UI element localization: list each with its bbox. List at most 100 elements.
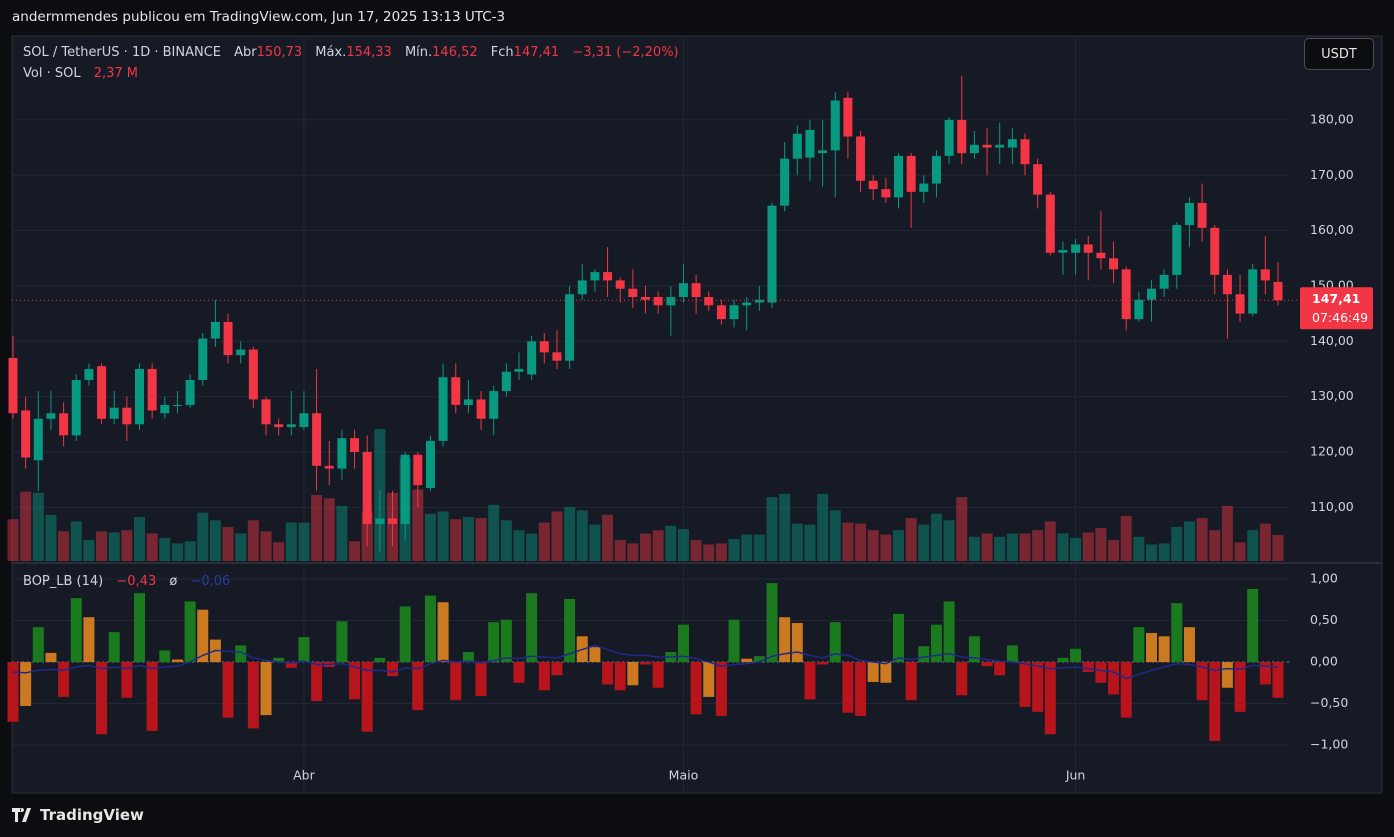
bop-bar — [918, 646, 930, 663]
candle — [400, 451, 410, 541]
candle-body — [944, 119, 954, 156]
bop-bar — [930, 624, 942, 663]
candle — [337, 429, 347, 480]
bop-bar — [690, 662, 702, 715]
candle — [527, 335, 537, 381]
candle — [223, 313, 233, 364]
volume-bar — [83, 540, 95, 561]
open-label: Abr — [234, 45, 257, 60]
volume-bar — [500, 520, 512, 561]
candle-body — [818, 150, 828, 154]
candle-body — [868, 180, 878, 190]
bop-bar — [83, 617, 95, 663]
candle — [501, 363, 511, 397]
candle — [906, 153, 916, 228]
volume-bar — [842, 522, 854, 561]
candle — [388, 490, 397, 547]
candle-body — [906, 155, 916, 192]
candle — [565, 285, 575, 369]
bop-bar — [1095, 662, 1107, 683]
candle-body — [514, 368, 524, 372]
y-tick-label: 180,00 — [1310, 111, 1354, 126]
candle-body — [312, 413, 322, 466]
bop-bar — [488, 622, 500, 663]
bop-bar — [1044, 662, 1056, 735]
volume-bar — [1133, 536, 1145, 561]
volume-bar — [1171, 526, 1183, 561]
bop-bar — [462, 652, 474, 663]
candle-body — [248, 349, 258, 400]
volume-bar — [526, 533, 538, 561]
bop-bar — [1057, 657, 1069, 663]
volume-bar — [1209, 530, 1221, 561]
candle-body — [425, 440, 435, 488]
candle-body — [957, 119, 967, 154]
candle-body — [350, 438, 360, 452]
volume-bar — [855, 523, 867, 561]
candle — [1248, 263, 1258, 317]
candle-body — [388, 518, 397, 524]
brand-icon — [12, 808, 31, 822]
candle — [1109, 241, 1119, 284]
volume-bar — [1158, 543, 1170, 561]
bop-bar — [1183, 627, 1195, 663]
candle — [590, 269, 600, 292]
candle — [1210, 225, 1220, 295]
bop-bar — [728, 619, 740, 663]
candle — [830, 92, 840, 198]
volume-bar — [741, 534, 753, 561]
candle — [514, 352, 524, 381]
volume-bar — [273, 542, 285, 561]
x-tick-label: Abr — [293, 768, 315, 783]
candle-body — [969, 144, 979, 154]
candle-body — [59, 413, 69, 436]
bop-value: −0,43 — [116, 574, 157, 589]
bop-bar — [1272, 662, 1284, 698]
candle-body — [489, 391, 499, 419]
bop-bar — [1032, 662, 1044, 712]
candle-body — [122, 407, 132, 425]
candle — [210, 299, 220, 347]
bop-bar — [500, 619, 512, 663]
candle-body — [1273, 281, 1283, 301]
candle — [792, 125, 802, 176]
candle — [1159, 269, 1169, 298]
candle-body — [1020, 139, 1030, 165]
volume-bar — [1006, 533, 1018, 561]
candle-body — [641, 297, 650, 300]
candle — [33, 391, 43, 491]
candle — [1020, 133, 1030, 176]
candle-body — [236, 349, 246, 356]
candle — [931, 150, 941, 198]
candle-body — [210, 321, 220, 339]
change: −3,31 (−2,20%) — [572, 45, 679, 60]
currency-button[interactable]: USDT — [1304, 38, 1374, 70]
candle-body — [615, 280, 625, 289]
candle-body — [1248, 269, 1258, 314]
bop-bar — [273, 657, 285, 663]
volume-bar — [817, 493, 829, 561]
bop-title: BOP_LB (14) — [23, 574, 104, 589]
brand-name: TradingView — [40, 806, 144, 824]
candle-body — [1222, 274, 1232, 295]
bop-bar — [437, 602, 449, 663]
bop-bar — [45, 652, 57, 663]
candle-body — [299, 413, 309, 428]
volume-bar — [766, 497, 778, 561]
candle — [894, 153, 903, 209]
candle — [666, 285, 676, 336]
candle-body — [160, 404, 170, 414]
bop-bar — [361, 662, 373, 732]
volume-bar — [602, 514, 614, 561]
candle — [1058, 241, 1068, 275]
candle — [1007, 128, 1017, 165]
candle-body — [1058, 249, 1068, 253]
bop-bar — [817, 662, 829, 665]
candle-body — [881, 189, 891, 198]
volume-bar — [614, 540, 626, 561]
candle-body — [704, 297, 714, 306]
candle-body — [767, 205, 777, 303]
candle-body — [223, 321, 233, 356]
candle-body — [21, 410, 31, 458]
candle — [944, 117, 954, 165]
